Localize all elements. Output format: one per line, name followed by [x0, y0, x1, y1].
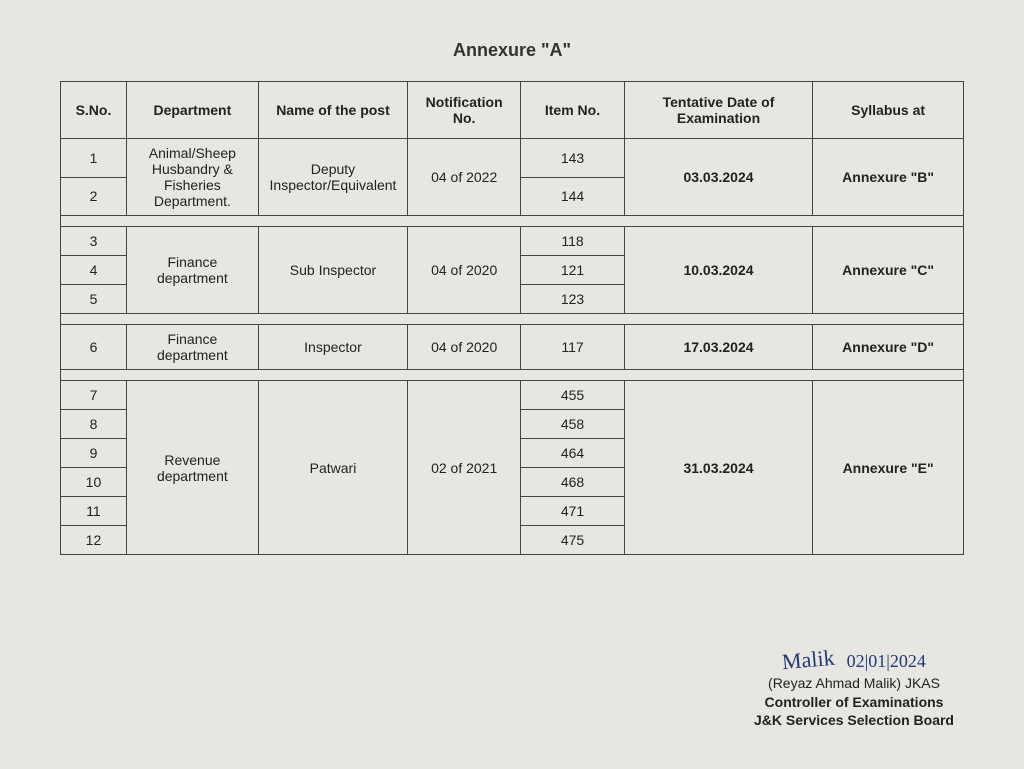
signature-date: 02|01|2024 [847, 651, 926, 671]
cell-date: 17.03.2024 [624, 325, 812, 370]
cell-item: 121 [521, 256, 625, 285]
signature-block: Malik 02|01|2024 (Reyaz Ahmad Malik) JKA… [754, 646, 954, 729]
gap-row [61, 370, 964, 381]
cell-post: Patwari [258, 381, 407, 555]
gap-row [61, 216, 964, 227]
cell-notification: 04 of 2022 [408, 139, 521, 216]
cell-sno: 6 [61, 325, 127, 370]
cell-item: 475 [521, 526, 625, 555]
cell-sno: 3 [61, 227, 127, 256]
cell-syllabus: Annexure "B" [813, 139, 964, 216]
col-header-date: Tentative Date of Examination [624, 82, 812, 139]
col-header-item: Item No. [521, 82, 625, 139]
signature-name: (Reyaz Ahmad Malik) JKAS [754, 674, 954, 692]
col-header-notif: Notification No. [408, 82, 521, 139]
cell-item: 117 [521, 325, 625, 370]
cell-sno: 4 [61, 256, 127, 285]
cell-notification: 02 of 2021 [408, 381, 521, 555]
table-header-row: S.No. Department Name of the post Notifi… [61, 82, 964, 139]
gap-row [61, 314, 964, 325]
cell-department: Finance department [126, 227, 258, 314]
cell-department: Finance department [126, 325, 258, 370]
cell-department: Revenue department [126, 381, 258, 555]
cell-item: 455 [521, 381, 625, 410]
cell-post: Inspector [258, 325, 407, 370]
cell-item: 471 [521, 497, 625, 526]
cell-sno: 9 [61, 439, 127, 468]
cell-item: 118 [521, 227, 625, 256]
cell-sno: 1 [61, 139, 127, 178]
cell-department: Animal/Sheep Husbandry & Fisheries Depar… [126, 139, 258, 216]
cell-sno: 11 [61, 497, 127, 526]
cell-post: Sub Inspector [258, 227, 407, 314]
cell-notification: 04 of 2020 [408, 227, 521, 314]
cell-item: 123 [521, 285, 625, 314]
col-header-sno: S.No. [61, 82, 127, 139]
signature-title: Controller of Examinations [754, 693, 954, 711]
document-title: Annexure "A" [60, 40, 964, 61]
cell-sno: 12 [61, 526, 127, 555]
cell-syllabus: Annexure "E" [813, 381, 964, 555]
cell-date: 03.03.2024 [624, 139, 812, 216]
table-row: 3Finance departmentSub Inspector04 of 20… [61, 227, 964, 256]
cell-date: 31.03.2024 [624, 381, 812, 555]
cell-sno: 10 [61, 468, 127, 497]
cell-sno: 7 [61, 381, 127, 410]
signature-org: J&K Services Selection Board [754, 711, 954, 729]
cell-item: 143 [521, 139, 625, 178]
cell-syllabus: Annexure "C" [813, 227, 964, 314]
cell-item: 458 [521, 410, 625, 439]
annexure-table: S.No. Department Name of the post Notifi… [60, 81, 964, 555]
cell-notification: 04 of 2020 [408, 325, 521, 370]
cell-item: 468 [521, 468, 625, 497]
table-row: 7Revenue departmentPatwari02 of 20214553… [61, 381, 964, 410]
cell-post: Deputy Inspector/Equivalent [258, 139, 407, 216]
col-header-post: Name of the post [258, 82, 407, 139]
signature-scribble: Malik [781, 644, 836, 677]
table-row: 1Animal/Sheep Husbandry & Fisheries Depa… [61, 139, 964, 178]
cell-sno: 8 [61, 410, 127, 439]
cell-date: 10.03.2024 [624, 227, 812, 314]
cell-item: 464 [521, 439, 625, 468]
col-header-dept: Department [126, 82, 258, 139]
cell-sno: 5 [61, 285, 127, 314]
col-header-syll: Syllabus at [813, 82, 964, 139]
cell-syllabus: Annexure "D" [813, 325, 964, 370]
cell-sno: 2 [61, 177, 127, 216]
table-row: 6Finance departmentInspector04 of 202011… [61, 325, 964, 370]
cell-item: 144 [521, 177, 625, 216]
